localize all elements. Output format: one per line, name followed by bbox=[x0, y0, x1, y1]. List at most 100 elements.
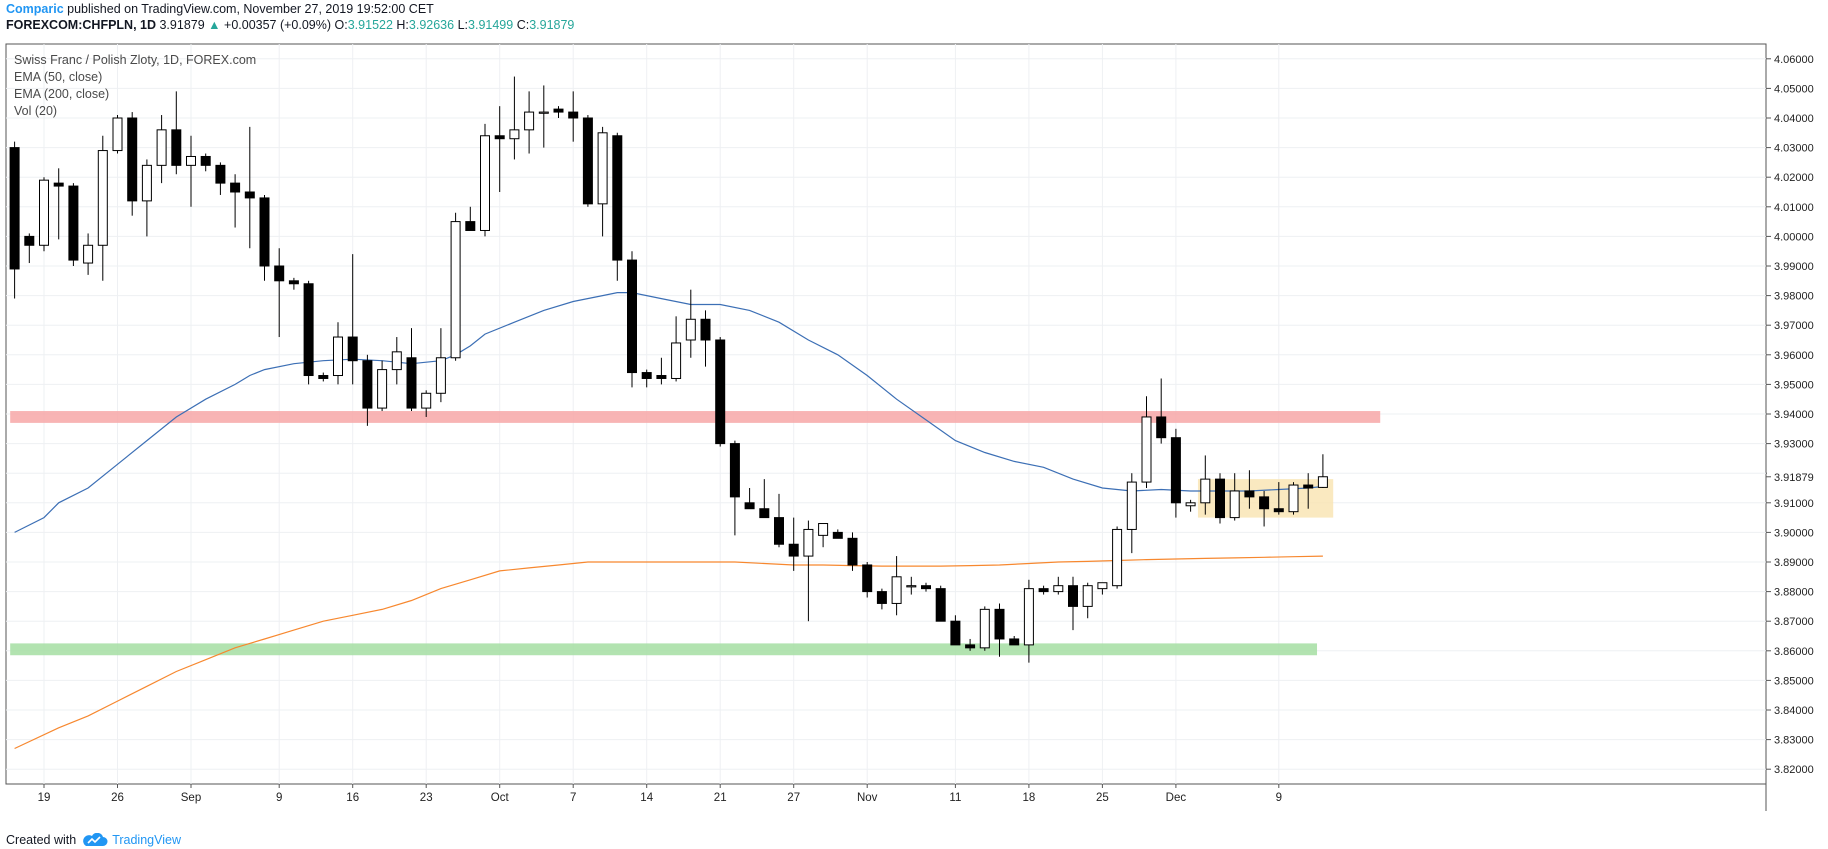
candle[interactable] bbox=[141, 159, 152, 237]
candle[interactable] bbox=[156, 115, 167, 184]
candle[interactable] bbox=[1082, 582, 1093, 619]
candle[interactable] bbox=[377, 360, 388, 412]
candle[interactable] bbox=[906, 576, 917, 595]
candle[interactable] bbox=[538, 85, 549, 148]
candle[interactable] bbox=[582, 115, 593, 207]
time-axis[interactable]: 19 26 Sep 9 16 23 Oct 7 14 21 27 Nov 11 18 25 Dec 9 bbox=[38, 784, 1282, 804]
candle[interactable] bbox=[568, 91, 579, 142]
candle[interactable] bbox=[818, 523, 829, 548]
candle[interactable] bbox=[259, 194, 270, 281]
candle-body-up bbox=[906, 585, 917, 588]
candle[interactable] bbox=[715, 337, 726, 447]
candle[interactable] bbox=[465, 206, 476, 231]
candle[interactable] bbox=[24, 233, 35, 264]
candle[interactable] bbox=[759, 479, 770, 519]
candle[interactable] bbox=[1097, 582, 1108, 595]
x-tick-label-9: 21 bbox=[714, 792, 727, 804]
x-tick-label-2: Sep bbox=[181, 792, 201, 804]
candle[interactable] bbox=[68, 183, 79, 266]
candle[interactable] bbox=[1053, 576, 1064, 595]
candle[interactable] bbox=[553, 106, 564, 118]
candle[interactable] bbox=[39, 177, 49, 252]
candle[interactable] bbox=[627, 251, 637, 388]
candle[interactable] bbox=[83, 233, 94, 275]
candle[interactable] bbox=[1170, 428, 1181, 518]
candle[interactable] bbox=[1288, 482, 1299, 515]
candle[interactable] bbox=[950, 615, 961, 646]
candle[interactable] bbox=[200, 153, 211, 172]
candle[interactable] bbox=[421, 390, 432, 417]
candle[interactable] bbox=[215, 162, 226, 195]
candle[interactable] bbox=[891, 556, 902, 616]
candle[interactable] bbox=[1215, 473, 1225, 524]
candle[interactable] bbox=[862, 562, 873, 598]
candle[interactable] bbox=[1229, 473, 1240, 521]
candle[interactable] bbox=[318, 372, 329, 382]
candle[interactable] bbox=[1317, 454, 1328, 488]
candle[interactable] bbox=[171, 91, 182, 175]
candle[interactable] bbox=[994, 603, 1005, 657]
candle[interactable] bbox=[803, 520, 814, 622]
candle[interactable] bbox=[979, 606, 990, 651]
candle[interactable] bbox=[362, 354, 373, 426]
candle[interactable] bbox=[774, 493, 784, 548]
candle[interactable] bbox=[1023, 579, 1034, 663]
candle[interactable] bbox=[391, 337, 402, 385]
tradingview-link[interactable]: TradingView bbox=[112, 833, 181, 847]
candle[interactable] bbox=[1009, 636, 1020, 646]
candle[interactable] bbox=[230, 174, 241, 228]
candle-body-down bbox=[53, 182, 64, 187]
candle[interactable] bbox=[406, 328, 417, 412]
candle[interactable] bbox=[1156, 378, 1167, 444]
candle[interactable] bbox=[671, 316, 682, 382]
candle[interactable] bbox=[333, 322, 343, 385]
candle[interactable] bbox=[1126, 473, 1137, 554]
candle[interactable] bbox=[524, 91, 535, 154]
candle[interactable] bbox=[1273, 482, 1284, 515]
candle[interactable] bbox=[435, 328, 446, 403]
candle[interactable] bbox=[186, 135, 196, 207]
candle[interactable] bbox=[612, 132, 623, 281]
candle[interactable] bbox=[921, 582, 931, 592]
candle[interactable] bbox=[347, 254, 358, 385]
candle[interactable] bbox=[1038, 585, 1049, 595]
candle[interactable] bbox=[700, 310, 711, 367]
author-link[interactable]: Comparic bbox=[6, 2, 64, 16]
candle[interactable] bbox=[1244, 470, 1255, 509]
candle[interactable] bbox=[729, 440, 740, 536]
candle[interactable] bbox=[244, 126, 255, 249]
price-axis[interactable]: 4.06000 4.05000 4.04000 4.03000 4.02000 4.010… bbox=[1766, 54, 1827, 776]
candle[interactable] bbox=[480, 123, 490, 237]
candle[interactable] bbox=[127, 112, 138, 216]
candle[interactable] bbox=[1185, 499, 1196, 512]
candles[interactable] bbox=[9, 76, 1328, 663]
candle[interactable] bbox=[53, 168, 64, 240]
candle[interactable] bbox=[641, 369, 652, 388]
candle[interactable] bbox=[965, 638, 976, 651]
candle[interactable] bbox=[303, 280, 314, 385]
candle[interactable] bbox=[1259, 490, 1270, 527]
candle[interactable] bbox=[1200, 455, 1211, 515]
candle[interactable] bbox=[1303, 473, 1314, 509]
candle[interactable] bbox=[597, 126, 608, 237]
candle[interactable] bbox=[274, 248, 285, 338]
candle[interactable] bbox=[847, 532, 858, 571]
candle[interactable] bbox=[788, 517, 799, 571]
candle[interactable] bbox=[744, 488, 755, 510]
candle[interactable] bbox=[1068, 576, 1078, 631]
candle[interactable] bbox=[288, 277, 299, 290]
candle[interactable] bbox=[1141, 396, 1152, 488]
candle[interactable] bbox=[685, 289, 696, 358]
candle[interactable] bbox=[935, 585, 946, 622]
candle[interactable] bbox=[9, 141, 20, 299]
candle[interactable] bbox=[656, 357, 667, 385]
candle[interactable] bbox=[494, 106, 505, 192]
candle[interactable] bbox=[1112, 526, 1123, 589]
candle[interactable] bbox=[97, 135, 108, 281]
candle[interactable] bbox=[876, 588, 887, 610]
candle[interactable] bbox=[509, 76, 520, 160]
candle[interactable] bbox=[450, 212, 461, 361]
candle[interactable] bbox=[832, 529, 843, 539]
candle[interactable] bbox=[112, 115, 123, 154]
